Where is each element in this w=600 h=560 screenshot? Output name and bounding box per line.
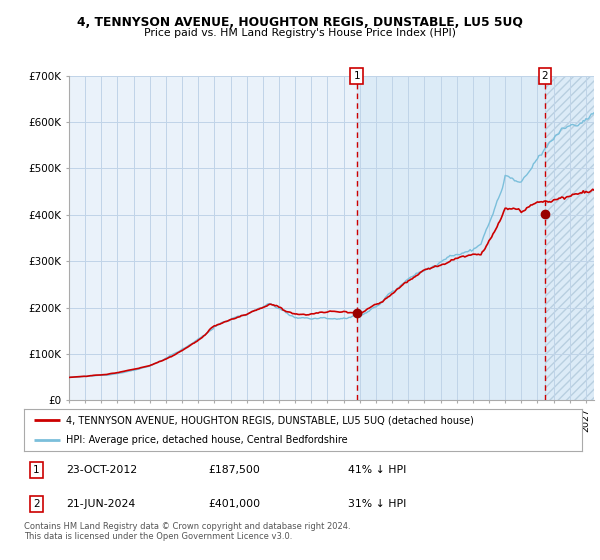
Text: 1: 1 [353,71,360,81]
Text: 31% ↓ HPI: 31% ↓ HPI [347,499,406,509]
Text: 2: 2 [542,71,548,81]
Bar [545,76,594,400]
Text: 1: 1 [33,465,40,475]
Text: 2: 2 [33,499,40,509]
Text: £401,000: £401,000 [208,499,260,509]
Text: 23-OCT-2012: 23-OCT-2012 [66,465,137,475]
Text: £187,500: £187,500 [208,465,260,475]
Text: 4, TENNYSON AVENUE, HOUGHTON REGIS, DUNSTABLE, LU5 5UQ: 4, TENNYSON AVENUE, HOUGHTON REGIS, DUNS… [77,16,523,29]
Text: Contains HM Land Registry data © Crown copyright and database right 2024.
This d: Contains HM Land Registry data © Crown c… [24,522,350,542]
Bar [356,76,545,400]
Text: 41% ↓ HPI: 41% ↓ HPI [347,465,406,475]
Text: 21-JUN-2024: 21-JUN-2024 [66,499,135,509]
Text: 4, TENNYSON AVENUE, HOUGHTON REGIS, DUNSTABLE, LU5 5UQ (detached house): 4, TENNYSON AVENUE, HOUGHTON REGIS, DUNS… [66,415,474,425]
Text: HPI: Average price, detached house, Central Bedfordshire: HPI: Average price, detached house, Cent… [66,435,347,445]
Text: Price paid vs. HM Land Registry's House Price Index (HPI): Price paid vs. HM Land Registry's House … [144,28,456,38]
Bar [545,76,594,400]
